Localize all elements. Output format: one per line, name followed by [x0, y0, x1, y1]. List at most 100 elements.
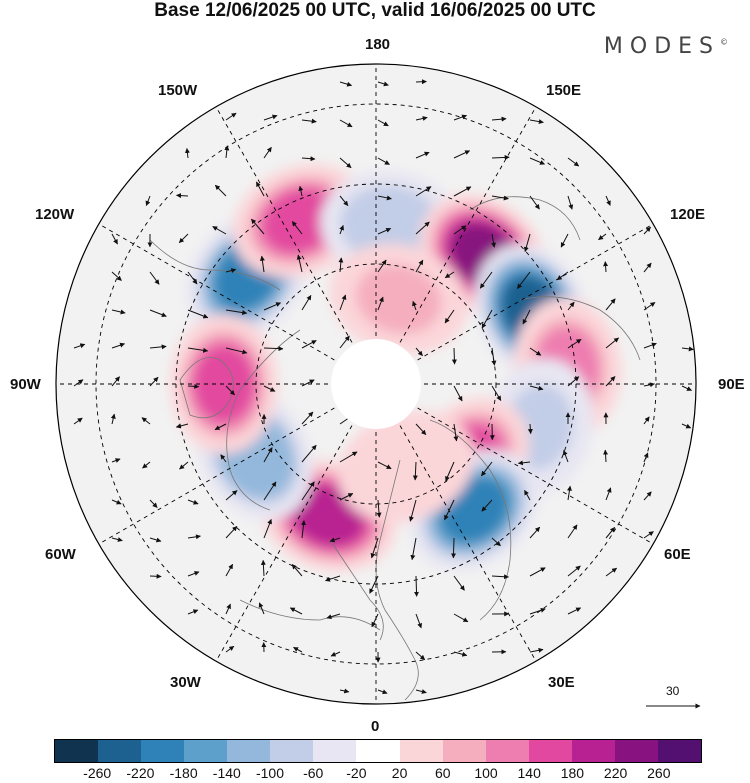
wind-arrow [339, 294, 347, 311]
wind-arrow [301, 340, 317, 349]
brand-text: MODES [603, 34, 720, 59]
wind-arrow [377, 296, 384, 311]
wind-arrow [263, 146, 272, 159]
wind-arrow [326, 613, 341, 620]
wind-arrow [301, 294, 312, 311]
lon-label-150e: 150E [546, 82, 582, 99]
wind-arrow [377, 259, 387, 273]
colorbar-bin [227, 740, 271, 762]
colorbar-bin [184, 740, 228, 762]
wind-arrow [605, 526, 616, 539]
wind-arrow [377, 227, 392, 235]
colorbar-tick-label: 260 [647, 765, 671, 781]
wind-arrow [298, 185, 304, 197]
wind-arrow [296, 254, 303, 273]
wind-arrow [451, 537, 457, 559]
colorbar-bin [399, 740, 443, 762]
wind-arrow [556, 271, 569, 281]
wind-arrow [415, 259, 424, 273]
wind-arrow [73, 379, 84, 387]
wind-arrow [176, 193, 189, 199]
copyright-mark: © [720, 37, 728, 47]
wind-arrow [453, 575, 465, 591]
wind-arrow [187, 271, 198, 285]
wind-arrow [377, 81, 389, 87]
wind-arrow [453, 150, 471, 159]
wind-arrow [603, 261, 609, 273]
anomaly-contour [350, 193, 430, 257]
colorbar-tick-label: -60 [303, 765, 324, 781]
lon-label-150w: 150W [158, 82, 198, 99]
wind-arrow [111, 233, 118, 245]
wind-arrow [339, 224, 344, 235]
meridian [410, 403, 654, 545]
reference-vector-label: 30 [666, 684, 680, 698]
wind-arrow [481, 461, 493, 477]
wind-arrow [377, 157, 390, 165]
wind-arrow [187, 571, 200, 577]
wind-vectors [73, 79, 694, 695]
wind-arrow [110, 413, 116, 425]
colorbar-tick-label: -140 [212, 765, 241, 781]
wind-arrow [444, 309, 455, 324]
wind-arrow [605, 298, 616, 311]
wind-arrow [517, 460, 531, 466]
wind-arrow [605, 376, 616, 387]
wind-arrow [415, 221, 430, 235]
wind-arrow [225, 645, 235, 653]
wind-arrow [175, 423, 189, 429]
wind-arrow [479, 271, 493, 289]
colorbar-tick-label: 180 [560, 765, 585, 781]
colorbar-bin [571, 740, 615, 762]
wind-arrow [369, 575, 379, 594]
wind-arrow [444, 499, 455, 521]
wind-arrow [73, 343, 86, 349]
wind-arrow [73, 417, 83, 425]
colorbar-tick-label: 220 [603, 765, 628, 781]
wind-arrow [225, 603, 231, 615]
wind-arrow [339, 81, 353, 87]
wind-arrow [377, 119, 389, 127]
wind-arrow [149, 376, 159, 387]
wind-arrow [567, 565, 581, 577]
wind-arrow [491, 347, 497, 366]
lon-label-30w: 30W [170, 674, 201, 691]
wind-arrow [415, 347, 423, 357]
wind-arrow [111, 342, 126, 349]
wind-arrow [111, 499, 122, 505]
wind-arrow [567, 157, 580, 167]
wind-arrow [330, 651, 341, 657]
wind-arrow [524, 489, 531, 501]
wind-arrow [212, 226, 227, 235]
wind-arrow [412, 461, 418, 481]
wind-arrow [603, 449, 609, 463]
wind-arrow [263, 346, 284, 352]
wind-arrow [251, 218, 265, 235]
wind-arrow [481, 309, 493, 329]
wind-arrow [415, 613, 422, 629]
wind-arrow [412, 300, 417, 311]
wind-arrow [377, 461, 392, 470]
wind-arrow [491, 385, 502, 401]
wind-arrow [220, 454, 227, 463]
wind-arrow [598, 233, 607, 241]
wind-arrow [415, 186, 432, 197]
meridian [410, 223, 654, 365]
wind-arrow [527, 423, 533, 435]
wind-arrow [255, 181, 265, 197]
wind-arrow [491, 537, 501, 547]
map-title: Base 12/06/2025 00 UTC, valid 16/06/2025… [154, 0, 596, 21]
colorbar-tick-label: -220 [126, 765, 155, 781]
anomaly-contour [363, 431, 449, 502]
wind-arrow [149, 499, 158, 508]
wind-arrow [111, 271, 122, 281]
wind-arrow [529, 119, 544, 125]
colorbar-tick-label: -180 [169, 765, 198, 781]
modes-logo: MODES© [604, 34, 728, 59]
wind-arrow [560, 233, 569, 248]
wind-arrow [491, 195, 509, 201]
wind-arrow [141, 417, 151, 425]
wind-arrow [567, 195, 574, 210]
wind-arrow [516, 271, 531, 289]
